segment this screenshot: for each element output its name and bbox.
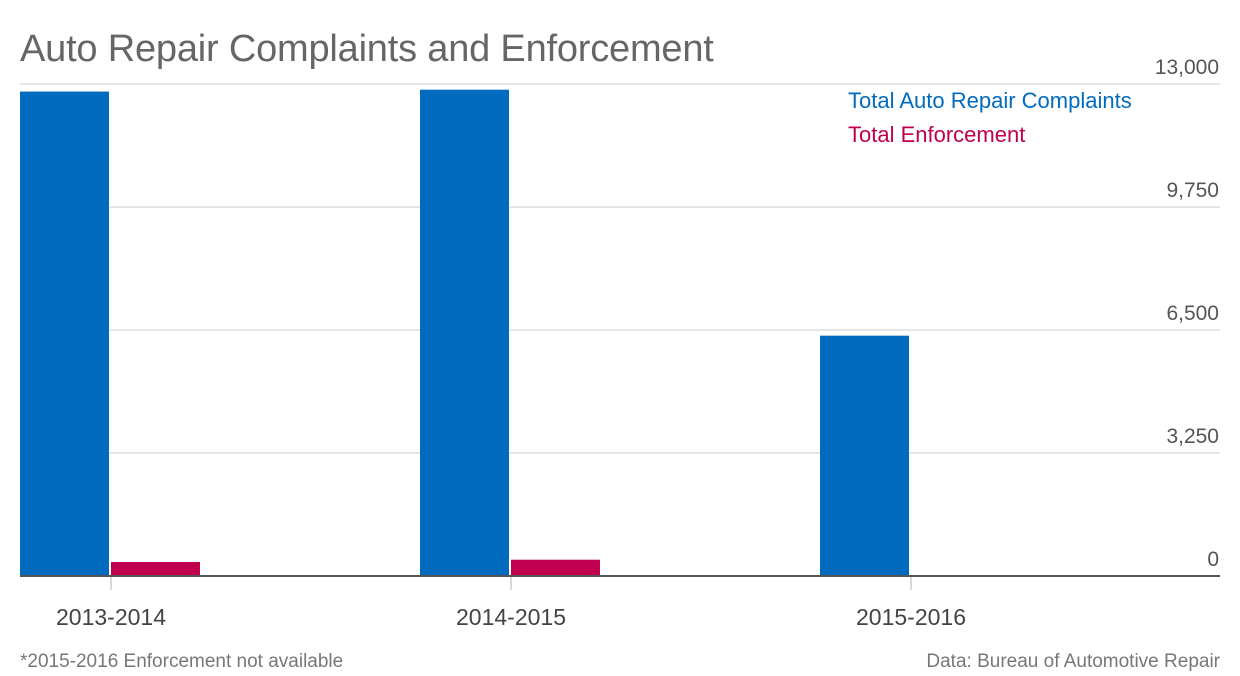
gridlines xyxy=(20,83,1220,454)
bar-enforcement-2013-2014 xyxy=(111,561,200,576)
axes: 0 3,250 6,500 9,750 13,000 2013-2014 2014-2015… xyxy=(20,56,1220,630)
y-tick-label: 13,000 xyxy=(1155,56,1219,79)
x-tick-label: 2014-2015 xyxy=(456,604,566,630)
bar-enforcement-2014-2015 xyxy=(511,559,600,576)
bar-complaints-2014-2015 xyxy=(420,89,509,576)
x-tick-label: 2015-2016 xyxy=(856,604,966,630)
y-tick-label: 9,750 xyxy=(1166,179,1219,202)
y-tick-label: 3,250 xyxy=(1166,425,1219,448)
legend: Total Auto Repair Complaints Total Enforc… xyxy=(848,88,1132,147)
legend-item-complaints: Total Auto Repair Complaints xyxy=(848,88,1132,113)
y-tick-label: 0 xyxy=(1207,548,1219,571)
bar-complaints-2013-2014 xyxy=(20,91,109,577)
chart-title: Auto Repair Complaints and Enforcement xyxy=(20,28,714,70)
bar-complaints-2015-2016 xyxy=(820,335,909,576)
bars xyxy=(20,89,909,577)
y-tick-label: 6,500 xyxy=(1166,302,1219,325)
footnote: *2015-2016 Enforcement not available xyxy=(20,651,344,672)
x-tick-label: 2013-2014 xyxy=(56,604,166,630)
source-credit: Data: Bureau of Automotive Repair xyxy=(926,651,1220,672)
legend-item-enforcement: Total Enforcement xyxy=(848,122,1025,147)
